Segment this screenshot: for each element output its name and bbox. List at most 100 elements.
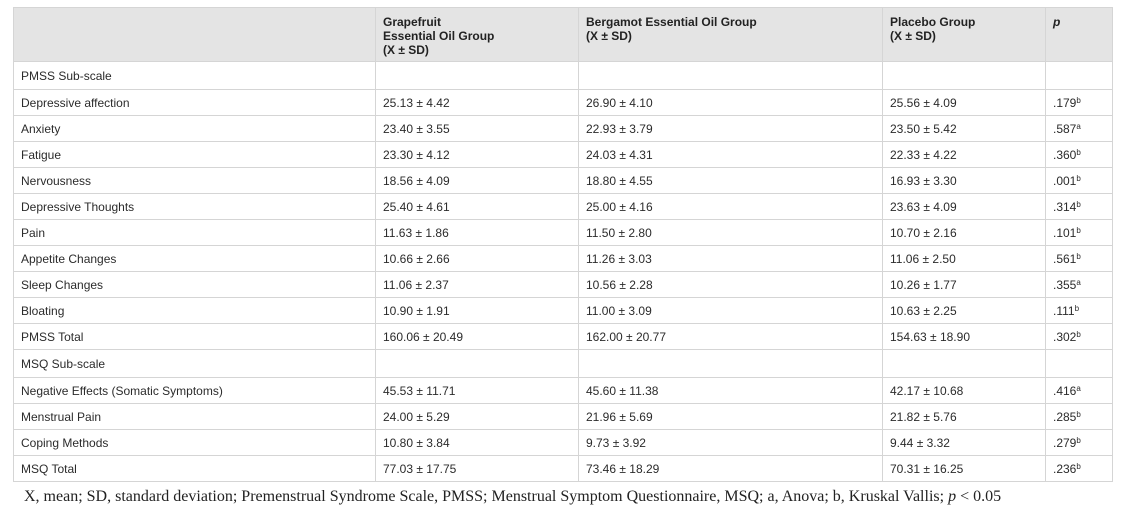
bergamot-value: 45.60 ± 11.38 xyxy=(578,377,883,404)
section-empty-cell xyxy=(1045,61,1113,90)
row-label: Appetite Changes xyxy=(13,245,376,272)
bergamot-value: 25.00 ± 4.16 xyxy=(578,193,883,220)
grapefruit-value: 11.06 ± 2.37 xyxy=(375,271,579,298)
test-superscript: b xyxy=(1076,409,1081,419)
placebo-value: 23.63 ± 4.09 xyxy=(882,193,1046,220)
test-superscript: a xyxy=(1076,277,1081,287)
header-bergamot-line1: Bergamot Essential Oil Group xyxy=(586,15,757,29)
table-row: Pain 11.63 ± 1.86 11.50 ± 2.80 10.70 ± 2.16… xyxy=(13,219,1113,246)
section-empty-cell xyxy=(375,349,579,378)
table-footnote: X, mean; SD, standard deviation; Premens… xyxy=(24,488,1001,506)
section-empty-cell xyxy=(578,61,883,90)
test-superscript: b xyxy=(1076,461,1081,471)
bergamot-value: 22.93 ± 3.79 xyxy=(578,115,883,142)
p-value: .416a xyxy=(1045,377,1113,404)
p-value: .111b xyxy=(1045,297,1113,324)
p-value: .285b xyxy=(1045,403,1113,430)
test-superscript: b xyxy=(1076,225,1081,235)
table-section-row: PMSS Sub-scale xyxy=(13,61,1113,90)
grapefruit-value: 25.13 ± 4.42 xyxy=(375,89,579,116)
table-row: Fatigue 23.30 ± 4.12 24.03 ± 4.31 22.33 ± 4… xyxy=(13,141,1113,168)
table-row: Sleep Changes 11.06 ± 2.37 10.56 ± 2.28 10.… xyxy=(13,271,1113,298)
placebo-value: 22.33 ± 4.22 xyxy=(882,141,1046,168)
p-value-number: .314 xyxy=(1053,199,1077,214)
table-row: Appetite Changes 10.66 ± 2.66 11.26 ± 3.03… xyxy=(13,245,1113,272)
test-superscript: b xyxy=(1076,95,1081,105)
results-table: Grapefruit Essential Oil Group (X ± SD) … xyxy=(13,7,1113,482)
row-label: Negative Effects (Somatic Symptoms) xyxy=(13,377,376,404)
test-superscript: b xyxy=(1074,303,1080,313)
p-value: .179b xyxy=(1045,89,1113,116)
p-value-number: .236 xyxy=(1053,461,1077,476)
grapefruit-value: 10.80 ± 3.84 xyxy=(375,429,579,456)
header-grapefruit: Grapefruit Essential Oil Group (X ± SD) xyxy=(375,7,579,62)
grapefruit-value: 77.03 ± 17.75 xyxy=(375,455,579,482)
p-value: .302b xyxy=(1045,323,1113,350)
grapefruit-value: 10.90 ± 1.91 xyxy=(375,297,579,324)
bergamot-value: 24.03 ± 4.31 xyxy=(578,141,883,168)
table-row: Nervousness 18.56 ± 4.09 18.80 ± 4.55 16.93… xyxy=(13,167,1113,194)
bergamot-value: 11.00 ± 3.09 xyxy=(578,297,883,324)
grapefruit-value: 160.06 ± 20.49 xyxy=(375,323,579,350)
row-label: Bloating xyxy=(13,297,376,324)
p-value-number: .416 xyxy=(1053,383,1077,398)
section-empty-cell xyxy=(1045,349,1113,378)
bergamot-value: 9.73 ± 3.92 xyxy=(578,429,883,456)
grapefruit-value: 10.66 ± 2.66 xyxy=(375,245,579,272)
placebo-value: 42.17 ± 10.68 xyxy=(882,377,1046,404)
section-empty-cell xyxy=(375,61,579,90)
table-body: PMSS Sub-scale Depressive affection 25.13 … xyxy=(13,61,1113,482)
table-row: Anxiety 23.40 ± 3.55 22.93 ± 3.79 23.50 ± 5… xyxy=(13,115,1113,142)
p-value-number: .001 xyxy=(1053,173,1077,188)
table-row: Bloating 10.90 ± 1.91 11.00 ± 3.09 10.63 ± … xyxy=(13,297,1113,324)
header-grapefruit-line1: Grapefruit xyxy=(383,15,442,29)
p-value-number: .360 xyxy=(1053,147,1077,162)
table-row: Menstrual Pain 24.00 ± 5.29 21.96 ± 5.69 21… xyxy=(13,403,1113,430)
table-row: PMSS Total 160.06 ± 20.49 162.00 ± 20.77 15… xyxy=(13,323,1113,350)
grapefruit-value: 24.00 ± 5.29 xyxy=(375,403,579,430)
bergamot-value: 10.56 ± 2.28 xyxy=(578,271,883,298)
row-label: Depressive Thoughts xyxy=(13,193,376,220)
p-value-number: .111 xyxy=(1053,303,1075,318)
footnote-tail: < 0.05 xyxy=(956,488,1002,505)
section-label: MSQ Sub-scale xyxy=(13,349,376,378)
section-empty-cell xyxy=(882,349,1046,378)
p-value-number: .285 xyxy=(1053,409,1077,424)
test-superscript: b xyxy=(1076,173,1081,183)
table-header-row: Grapefruit Essential Oil Group (X ± SD) … xyxy=(13,7,1113,62)
header-placebo-line2: (X ± SD) xyxy=(890,29,936,43)
grapefruit-value: 45.53 ± 11.71 xyxy=(375,377,579,404)
placebo-value: 10.63 ± 2.25 xyxy=(882,297,1046,324)
header-bergamot: Bergamot Essential Oil Group (X ± SD) xyxy=(578,7,883,62)
table-row: MSQ Total 77.03 ± 17.75 73.46 ± 18.29 70.31… xyxy=(13,455,1113,482)
row-label: Menstrual Pain xyxy=(13,403,376,430)
p-value-number: .587 xyxy=(1053,121,1077,136)
placebo-value: 21.82 ± 5.76 xyxy=(882,403,1046,430)
row-label: Nervousness xyxy=(13,167,376,194)
placebo-value: 25.56 ± 4.09 xyxy=(882,89,1046,116)
test-superscript: b xyxy=(1076,147,1081,157)
p-value-number: .179 xyxy=(1053,95,1077,110)
p-value: .001b xyxy=(1045,167,1113,194)
table-row: Coping Methods 10.80 ± 3.84 9.73 ± 3.92 9.4… xyxy=(13,429,1113,456)
test-superscript: b xyxy=(1076,199,1081,209)
bergamot-value: 18.80 ± 4.55 xyxy=(578,167,883,194)
grapefruit-value: 23.40 ± 3.55 xyxy=(375,115,579,142)
footnote-text: X, mean; SD, standard deviation; Premens… xyxy=(24,488,949,505)
table-section-row: MSQ Sub-scale xyxy=(13,349,1113,378)
p-value: .101b xyxy=(1045,219,1113,246)
placebo-value: 16.93 ± 3.30 xyxy=(882,167,1046,194)
test-superscript: b xyxy=(1076,329,1081,339)
row-label: Sleep Changes xyxy=(13,271,376,298)
grapefruit-value: 23.30 ± 4.12 xyxy=(375,141,579,168)
p-value: .360b xyxy=(1045,141,1113,168)
placebo-value: 10.26 ± 1.77 xyxy=(882,271,1046,298)
grapefruit-value: 11.63 ± 1.86 xyxy=(375,219,579,246)
row-label: Fatigue xyxy=(13,141,376,168)
row-label: PMSS Total xyxy=(13,323,376,350)
row-label: Anxiety xyxy=(13,115,376,142)
section-empty-cell xyxy=(578,349,883,378)
row-label: Pain xyxy=(13,219,376,246)
bergamot-value: 11.50 ± 2.80 xyxy=(578,219,883,246)
p-value-number: .101 xyxy=(1053,225,1077,240)
